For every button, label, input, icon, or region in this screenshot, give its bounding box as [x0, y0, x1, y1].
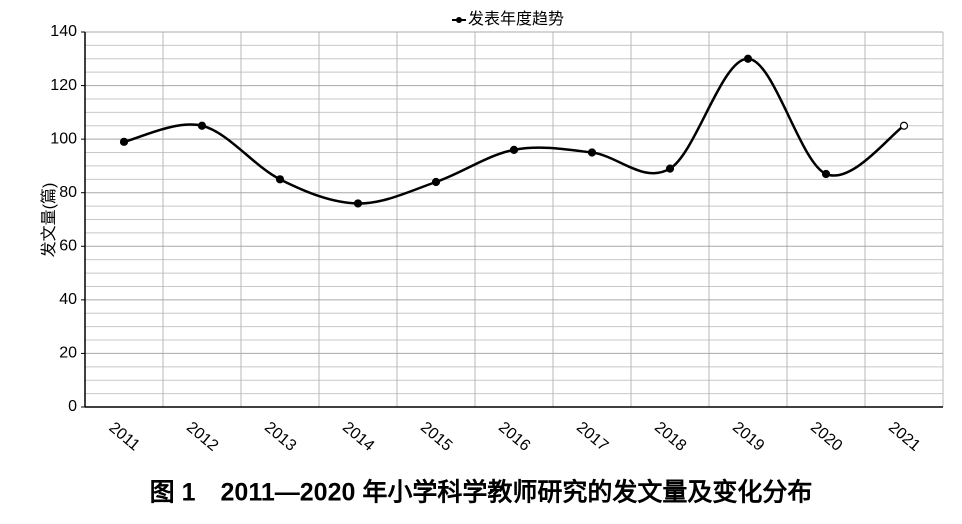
data-point	[821, 169, 831, 179]
x-tick-label: 2015	[417, 419, 455, 455]
data-point	[197, 121, 207, 130]
x-tick-label: 2018	[651, 419, 689, 455]
y-axis-label: 发文量(篇)	[40, 183, 58, 258]
data-point	[431, 177, 441, 187]
y-tick-label: 140	[50, 23, 77, 40]
data-point	[353, 199, 363, 208]
legend-label: 发表年度趋势	[468, 10, 564, 28]
data-point	[743, 54, 753, 63]
x-tick-label: 2019	[729, 419, 767, 455]
y-tick-label: 20	[59, 345, 77, 362]
series-line	[123, 57, 905, 205]
x-tick-label: 2014	[339, 419, 377, 455]
y-tick-label: 60	[59, 238, 77, 255]
caption: 图 1 2011—2020 年小学科学教师研究的发文量及变化分布	[150, 478, 813, 507]
y-tick-label: 120	[50, 77, 77, 94]
y-tick-label: 100	[50, 130, 77, 147]
data-point	[899, 121, 909, 130]
x-tick-label: 2012	[183, 419, 221, 455]
data-point	[665, 164, 675, 173]
x-tick-label: 2016	[495, 419, 533, 455]
data-point	[119, 137, 129, 146]
data-point	[275, 175, 285, 184]
y-tick-label: 40	[59, 291, 77, 308]
x-tick-label: 2017	[573, 419, 611, 455]
y-tick-label: 0	[68, 398, 77, 415]
data-point	[587, 148, 597, 157]
legend-marker	[456, 17, 462, 23]
x-tick-label: 2021	[885, 419, 923, 455]
x-tick-label: 2020	[807, 419, 845, 455]
x-tick-label: 2011	[106, 419, 143, 454]
x-tick-label: 2013	[261, 419, 299, 455]
y-tick-label: 80	[59, 184, 77, 201]
data-point	[509, 145, 519, 154]
